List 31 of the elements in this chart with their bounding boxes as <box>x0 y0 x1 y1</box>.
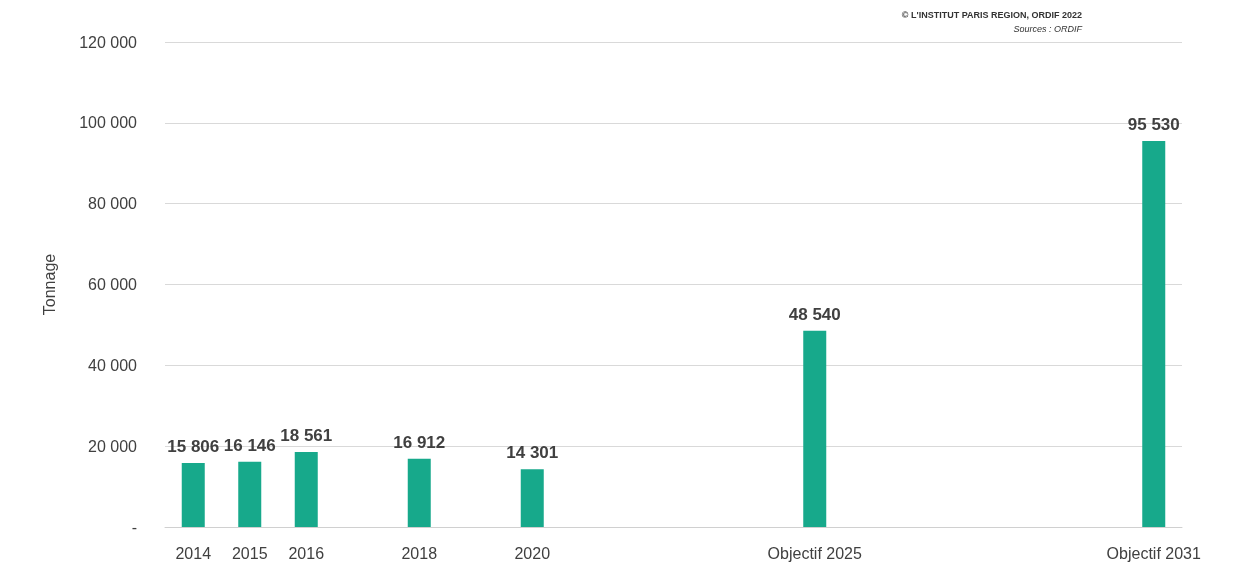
bar <box>294 451 318 527</box>
y-tick-label: 60 000 <box>88 276 138 293</box>
y-tick-label: 20 000 <box>88 437 138 455</box>
y-tick-label: 80 000 <box>88 195 138 213</box>
bar <box>520 469 544 527</box>
x-tick-label: 2015 <box>231 544 268 562</box>
bar <box>181 463 205 527</box>
y-tick-label: 40 000 <box>88 356 138 374</box>
bar <box>803 330 827 527</box>
y-tick-label: 120 000 <box>79 33 138 51</box>
data-label: 15 806 <box>167 437 220 457</box>
data-label: 16 912 <box>393 432 446 452</box>
data-label: 14 301 <box>506 443 559 463</box>
x-tick-label: Objectif 2025 <box>767 544 862 562</box>
text: © L'INSTITUT PARIS REGION, ORDIF 2022 <box>901 9 1083 20</box>
x-tick-label: Objectif 2031 <box>1106 544 1201 562</box>
bar <box>407 458 431 527</box>
data-label: 18 561 <box>280 425 333 445</box>
data-label: 95 530 <box>1127 114 1180 134</box>
x-tick-label: 2014 <box>175 544 212 562</box>
x-tick-label: 2020 <box>514 544 551 562</box>
y-tick-label: 100 000 <box>79 114 138 132</box>
x-tick-label: 2016 <box>288 544 325 562</box>
x-tick-label: 2018 <box>401 544 438 562</box>
bar <box>1142 140 1166 527</box>
data-label: 48 540 <box>788 304 841 324</box>
y-tick-label: - <box>131 518 137 536</box>
source-note: Sources : ORDIF <box>1013 23 1083 34</box>
data-label: 16 146 <box>223 435 276 455</box>
y-axis-title: Tonnage <box>40 253 58 316</box>
bar <box>238 461 262 527</box>
